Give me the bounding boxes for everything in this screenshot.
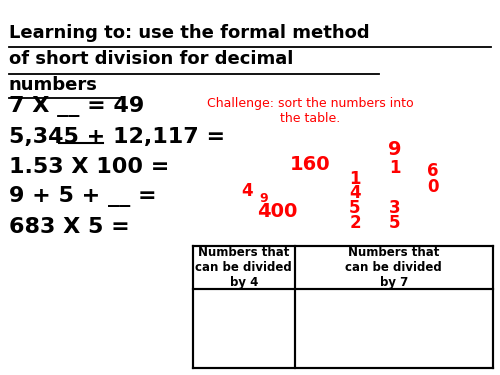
Text: of short division for decimal: of short division for decimal	[9, 50, 294, 68]
Text: 5: 5	[389, 214, 401, 232]
Text: 5: 5	[349, 199, 361, 217]
Text: Numbers that
can be divided
by 4: Numbers that can be divided by 4	[196, 246, 292, 289]
Text: 9 + 5 + __ =: 9 + 5 + __ =	[9, 186, 156, 207]
Text: 9: 9	[388, 140, 402, 159]
Text: 160: 160	[290, 155, 331, 174]
Text: 0: 0	[427, 178, 438, 196]
Text: 4: 4	[349, 184, 361, 202]
Text: 1.53 X 100 =: 1.53 X 100 =	[9, 157, 170, 177]
Text: 9: 9	[260, 192, 268, 206]
Bar	[192, 246, 492, 368]
Text: 1: 1	[349, 170, 361, 188]
Text: 6: 6	[427, 162, 438, 180]
Text: 7 X __ = 49: 7 X __ = 49	[9, 96, 144, 117]
Text: Numbers that
can be divided
by 7: Numbers that can be divided by 7	[346, 246, 442, 289]
Text: numbers: numbers	[9, 76, 98, 94]
Text: Challenge: sort the numbers into
the table.: Challenge: sort the numbers into the tab…	[206, 98, 414, 126]
Text: 4: 4	[242, 182, 254, 200]
Text: 400: 400	[258, 202, 298, 221]
Text: 1: 1	[389, 159, 401, 177]
Text: 2: 2	[349, 214, 361, 232]
Text: 683 X 5 =: 683 X 5 =	[9, 217, 130, 237]
Text: 3: 3	[389, 199, 401, 217]
Text: Learning to: use the formal method: Learning to: use the formal method	[9, 24, 370, 42]
Text: 5,345 + 12,117 =: 5,345 + 12,117 =	[9, 127, 225, 147]
